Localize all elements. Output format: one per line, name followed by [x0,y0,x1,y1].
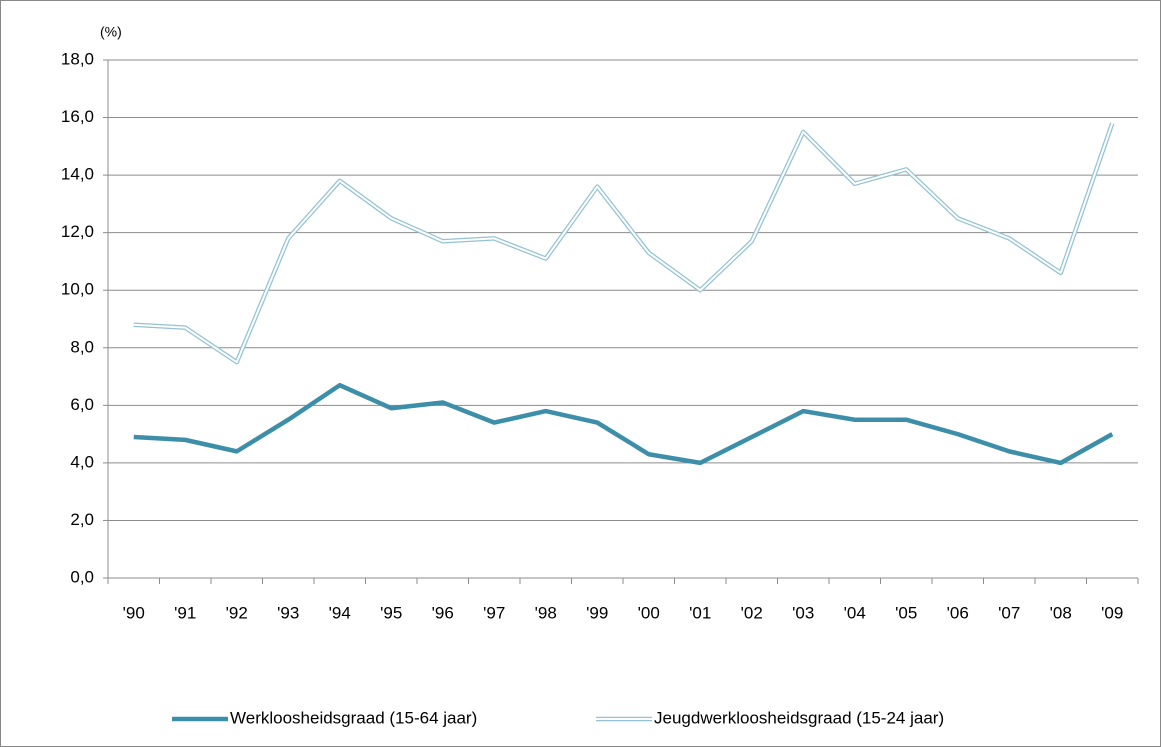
x-tick-label: '97 [483,603,505,622]
x-tick-label: '02 [741,603,763,622]
x-tick-label: '95 [380,603,402,622]
x-tick-label: '98 [535,603,557,622]
y-tick-label: 14,0 [61,165,94,184]
series-line [133,382,1114,466]
y-tick-label: 6,0 [70,395,94,414]
y-tick-label: 10,0 [61,280,94,299]
legend-label: Jeugdwerkloosheidsgraad (15-24 jaar) [654,708,944,727]
x-tick-label: '91 [174,603,196,622]
x-tick-label: '90 [123,603,145,622]
x-tick-label: '03 [792,603,814,622]
x-tick-label: '07 [998,603,1020,622]
y-tick-label: 16,0 [61,107,94,126]
legend-label: Werkloosheidsgraad (15-64 jaar) [230,708,477,727]
series-line-inner [133,122,1114,364]
x-tick-label: '04 [844,603,866,622]
x-tick-label: '99 [586,603,608,622]
y-tick-label: 18,0 [61,49,94,68]
y-tick-label: 4,0 [70,452,94,471]
y-unit-label: (%) [100,24,122,40]
x-tick-label: '01 [689,603,711,622]
y-tick-label: 2,0 [70,510,94,529]
x-tick-label: '93 [277,603,299,622]
x-tick-label: '06 [947,603,969,622]
y-tick-label: 12,0 [61,222,94,241]
x-tick-label: '08 [1050,603,1072,622]
x-tick-label: '05 [895,603,917,622]
x-tick-label: '00 [638,603,660,622]
y-tick-label: 0,0 [70,567,94,586]
x-tick-label: '09 [1101,603,1123,622]
x-tick-label: '92 [226,603,248,622]
x-tick-label: '96 [432,603,454,622]
x-tick-label: '94 [329,603,351,622]
y-tick-label: 8,0 [70,337,94,356]
